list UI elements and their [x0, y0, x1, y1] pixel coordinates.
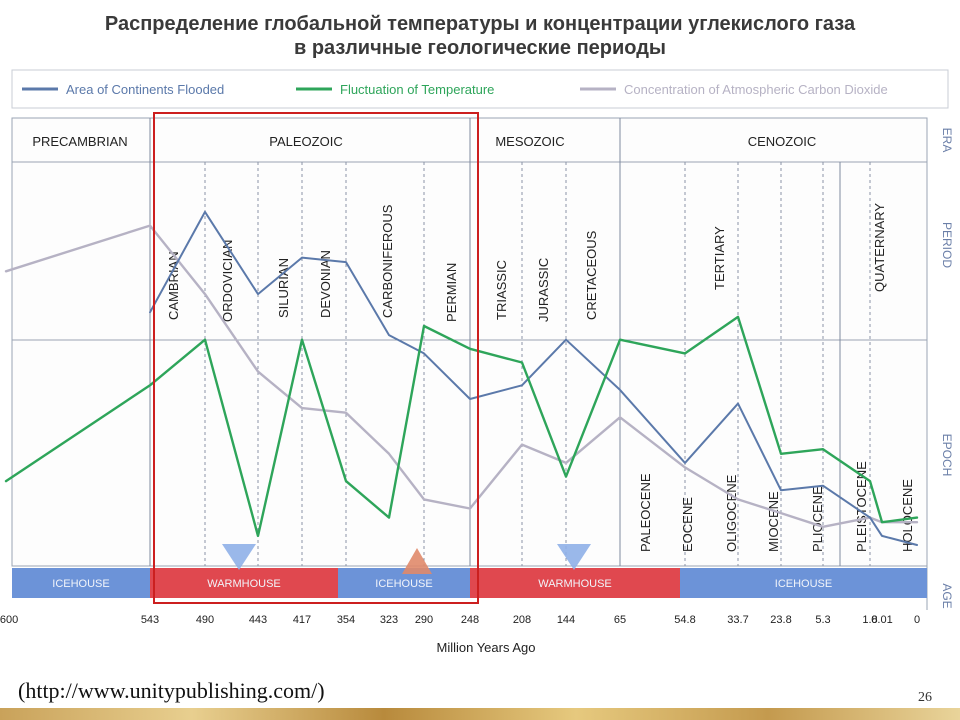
glaciation-triangle-icon: [557, 544, 591, 570]
climate-band-label: ICEHOUSE: [375, 578, 432, 590]
climate-band-label: ICEHOUSE: [775, 578, 832, 590]
series-line-carbon-dioxide: [4, 224, 919, 528]
series-line-temperature: [4, 315, 919, 538]
x-tick-label: 23.8: [770, 614, 791, 626]
x-tick-label: 443: [249, 614, 267, 626]
slide-title-line-1: Распределение глобальной температуры и к…: [104, 13, 856, 35]
period-label: QUATERNARY: [872, 203, 887, 292]
x-tick-label: 1.8: [862, 614, 877, 626]
legend-label: Area of Continents Flooded: [66, 82, 224, 97]
legend-box: [11, 69, 949, 109]
period-label: ORDOVICIAN: [220, 240, 235, 322]
climate-band: [470, 568, 680, 598]
x-tick-label: 4600: [0, 614, 18, 626]
x-axis-title: Million Years Ago: [436, 640, 535, 655]
x-tick-label: 208: [513, 614, 531, 626]
climate-band: [150, 568, 338, 598]
epoch-label: PLIOCENE: [810, 486, 825, 552]
source-url: (http://www.unitypublishing.com/): [18, 678, 325, 703]
era-label: PALEOZOIC: [269, 134, 342, 149]
climate-band-label: WARMHOUSE: [538, 578, 612, 590]
legend-label: Concentration of Atmospheric Carbon Diox…: [624, 82, 888, 97]
legend-label: Fluctuation of Temperature: [340, 82, 494, 97]
x-tick-label: 490: [196, 614, 214, 626]
period-label: DEVONIAN: [318, 250, 333, 318]
epoch-label: MIOCENE: [766, 491, 781, 552]
side-label: AGE: [940, 583, 954, 608]
paleozoic-highlight-box: [153, 112, 479, 604]
x-tick-label: 33.7: [727, 614, 748, 626]
era-label: PRECAMBRIAN: [32, 134, 127, 149]
climate-band: [12, 568, 150, 598]
climate-band-label: WARMHOUSE: [207, 578, 281, 590]
x-tick-label: 290: [415, 614, 433, 626]
climate-band: [680, 568, 927, 598]
x-tick-label: 54.8: [674, 614, 695, 626]
x-tick-label: 65: [614, 614, 626, 626]
climate-band-label: ICEHOUSE: [52, 578, 109, 590]
epoch-label: HOLOCENE: [900, 479, 915, 552]
period-label: CRETACEOUS: [584, 230, 599, 320]
period-label: TERTIARY: [712, 226, 727, 290]
glaciation-triangle-icon: [222, 544, 256, 570]
x-tick-label: 417: [293, 614, 311, 626]
decorative-bottom-band: [0, 708, 960, 720]
epoch-label: PALEOCENE: [638, 473, 653, 552]
x-tick-label: 0: [914, 614, 920, 626]
x-tick-label: 354: [337, 614, 355, 626]
epoch-label: EOCENE: [680, 497, 695, 552]
side-label: PERIOD: [940, 222, 954, 268]
period-label: SILURIAN: [276, 258, 291, 318]
side-label: EPOCH: [940, 434, 954, 477]
period-label: PERMIAN: [444, 263, 459, 322]
era-label: MESOZOIC: [495, 134, 564, 149]
period-label: TRIASSIC: [494, 260, 509, 320]
epoch-label: OLIGOCENE: [724, 474, 739, 552]
slide-title: Распределение глобальной температуры и к…: [0, 12, 960, 60]
epoch-label: PLEISTOCENE: [854, 461, 869, 552]
slide-title-line-2: в различные геологические периоды: [293, 37, 667, 59]
period-label: JURASSIC: [536, 258, 551, 322]
x-tick-label: 543: [141, 614, 159, 626]
period-label: CAMBRIAN: [166, 251, 181, 320]
x-tick-label: 144: [557, 614, 575, 626]
era-label: CENOZOIC: [748, 134, 817, 149]
series-line-continents-flooded: [149, 210, 918, 546]
x-tick-label: 5.3: [815, 614, 830, 626]
period-label: CARBONIFEROUS: [380, 204, 395, 318]
x-tick-label: 248: [461, 614, 479, 626]
page-number: 26: [918, 690, 932, 705]
warming-triangle-icon: [402, 548, 432, 574]
x-tick-label: 323: [380, 614, 398, 626]
side-label: ERA: [940, 128, 954, 153]
x-tick-label: 0.01: [871, 614, 892, 626]
